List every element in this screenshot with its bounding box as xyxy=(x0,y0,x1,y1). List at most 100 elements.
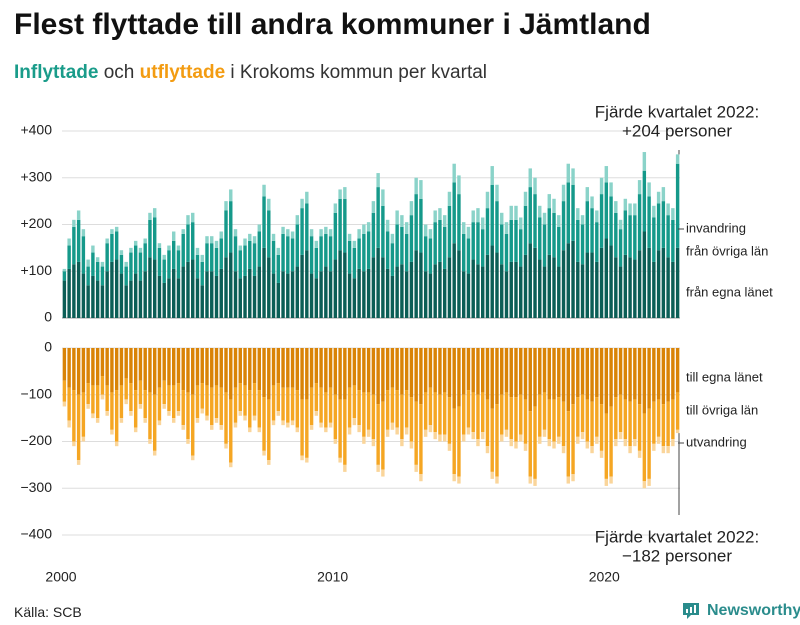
bar-in-egna-lanet xyxy=(675,247,680,319)
bar-in-egna-lanet xyxy=(305,250,309,318)
bar-utvandring xyxy=(428,425,433,433)
bar-utvandring xyxy=(81,436,86,442)
bar-invandring xyxy=(152,208,157,218)
bar-utvandring xyxy=(481,432,485,440)
bar-in-ovriga-lan xyxy=(162,259,166,283)
bar-invandring xyxy=(409,201,414,216)
bar-out-egna-lanet xyxy=(381,348,385,402)
bar-in-ovriga-lan xyxy=(124,266,128,286)
bar-out-egna-lanet xyxy=(219,348,223,388)
bar-in-egna-lanet xyxy=(138,280,143,318)
bar-in-ovriga-lan xyxy=(276,254,281,283)
bar-utvandring xyxy=(205,415,209,421)
bar-in-ovriga-lan xyxy=(547,208,551,255)
bar-out-egna-lanet xyxy=(509,348,513,398)
bar-in-ovriga-lan xyxy=(400,226,404,265)
bar-in-ovriga-lan xyxy=(423,236,428,272)
bar-out-egna-lanet xyxy=(91,348,95,386)
bar-in-egna-lanet xyxy=(419,252,423,318)
bar-utvandring xyxy=(224,443,228,449)
bar-in-egna-lanet xyxy=(566,243,570,318)
bar-invandring xyxy=(319,229,323,237)
bar-in-ovriga-lan xyxy=(129,252,133,281)
bar-in-egna-lanet xyxy=(257,266,261,318)
bar-utvandring xyxy=(604,478,609,486)
bar-out-ovriga-lan xyxy=(314,383,319,412)
bar-utvandring xyxy=(76,460,81,465)
bar-in-ovriga-lan xyxy=(647,196,651,248)
bar-in-ovriga-lan xyxy=(623,210,628,255)
bar-out-ovriga-lan xyxy=(409,397,414,442)
bar-in-ovriga-lan xyxy=(376,187,380,248)
bar-in-egna-lanet xyxy=(357,268,361,318)
bar-invandring xyxy=(233,229,238,237)
bar-out-ovriga-lan xyxy=(290,387,295,421)
bar-out-ovriga-lan xyxy=(433,392,437,433)
bar-in-ovriga-lan xyxy=(580,224,585,265)
bar-out-egna-lanet xyxy=(305,348,309,400)
bar-invandring xyxy=(599,177,604,195)
bar-in-egna-lanet xyxy=(404,271,409,318)
bar-utvandring xyxy=(157,420,162,426)
bar-out-egna-lanet xyxy=(428,348,433,388)
bar-in-egna-lanet xyxy=(205,271,209,318)
bar-invandring xyxy=(248,233,252,241)
bar-out-egna-lanet xyxy=(252,348,257,384)
bar-in-egna-lanet xyxy=(148,257,152,319)
bar-out-egna-lanet xyxy=(86,348,90,384)
bar-in-egna-lanet xyxy=(633,259,637,318)
bar-in-egna-lanet xyxy=(238,278,242,318)
bar-utvandring xyxy=(110,429,114,435)
bar-in-ovriga-lan xyxy=(538,217,542,260)
bar-out-ovriga-lan xyxy=(219,387,223,426)
bar-utvandring xyxy=(357,425,361,433)
bar-utvandring xyxy=(652,443,656,451)
bar-invandring xyxy=(595,210,599,223)
bar-out-ovriga-lan xyxy=(133,390,138,428)
bar-invandring xyxy=(124,261,128,267)
bar-in-ovriga-lan xyxy=(504,233,509,272)
bar-invandring xyxy=(561,184,566,202)
bar-in-egna-lanet xyxy=(609,245,613,318)
bar-in-ovriga-lan xyxy=(271,240,276,274)
bar-invandring xyxy=(671,208,675,220)
bar-utvandring xyxy=(400,439,404,447)
brand-name: Newsworthy xyxy=(707,602,800,619)
bar-utvandring xyxy=(133,427,138,433)
bar-in-egna-lanet xyxy=(67,268,71,318)
bar-in-egna-lanet xyxy=(642,231,647,318)
bar-out-egna-lanet xyxy=(414,348,418,402)
bar-invandring xyxy=(628,203,632,216)
bar-out-ovriga-lan xyxy=(309,387,314,426)
bar-in-ovriga-lan xyxy=(214,247,219,276)
bar-utvandring xyxy=(186,439,190,444)
bar-in-egna-lanet xyxy=(162,282,166,318)
bar-in-ovriga-lan xyxy=(148,219,152,258)
bar-utvandring xyxy=(442,434,447,442)
bar-in-ovriga-lan xyxy=(595,222,599,262)
bar-invandring xyxy=(229,189,233,202)
bar-in-ovriga-lan xyxy=(523,205,528,255)
bar-out-egna-lanet xyxy=(205,348,209,386)
bar-invandring xyxy=(485,191,490,209)
bar-invandring xyxy=(100,261,105,267)
bar-utvandring xyxy=(404,427,409,435)
bar-in-egna-lanet xyxy=(599,247,604,319)
bar-in-ovriga-lan xyxy=(533,194,537,248)
bar-out-ovriga-lan xyxy=(585,399,590,442)
bar-invandring xyxy=(571,168,575,185)
bar-in-ovriga-lan xyxy=(224,210,228,258)
bar-in-egna-lanet xyxy=(595,261,599,318)
bar-out-ovriga-lan xyxy=(523,399,528,444)
bar-out-egna-lanet xyxy=(547,348,551,400)
bar-out-egna-lanet xyxy=(309,348,314,388)
bar-in-egna-lanet xyxy=(152,259,157,318)
bar-invandring xyxy=(133,240,138,246)
subtitle-rest: i Krokoms kommun per kvartal xyxy=(225,62,488,83)
x-tick-label: 2000 xyxy=(45,569,76,585)
bar-utvandring xyxy=(642,481,647,489)
bar-out-egna-lanet xyxy=(652,348,656,402)
bar-in-egna-lanet xyxy=(461,271,466,318)
bar-out-egna-lanet xyxy=(552,348,556,400)
bar-in-egna-lanet xyxy=(623,254,628,318)
